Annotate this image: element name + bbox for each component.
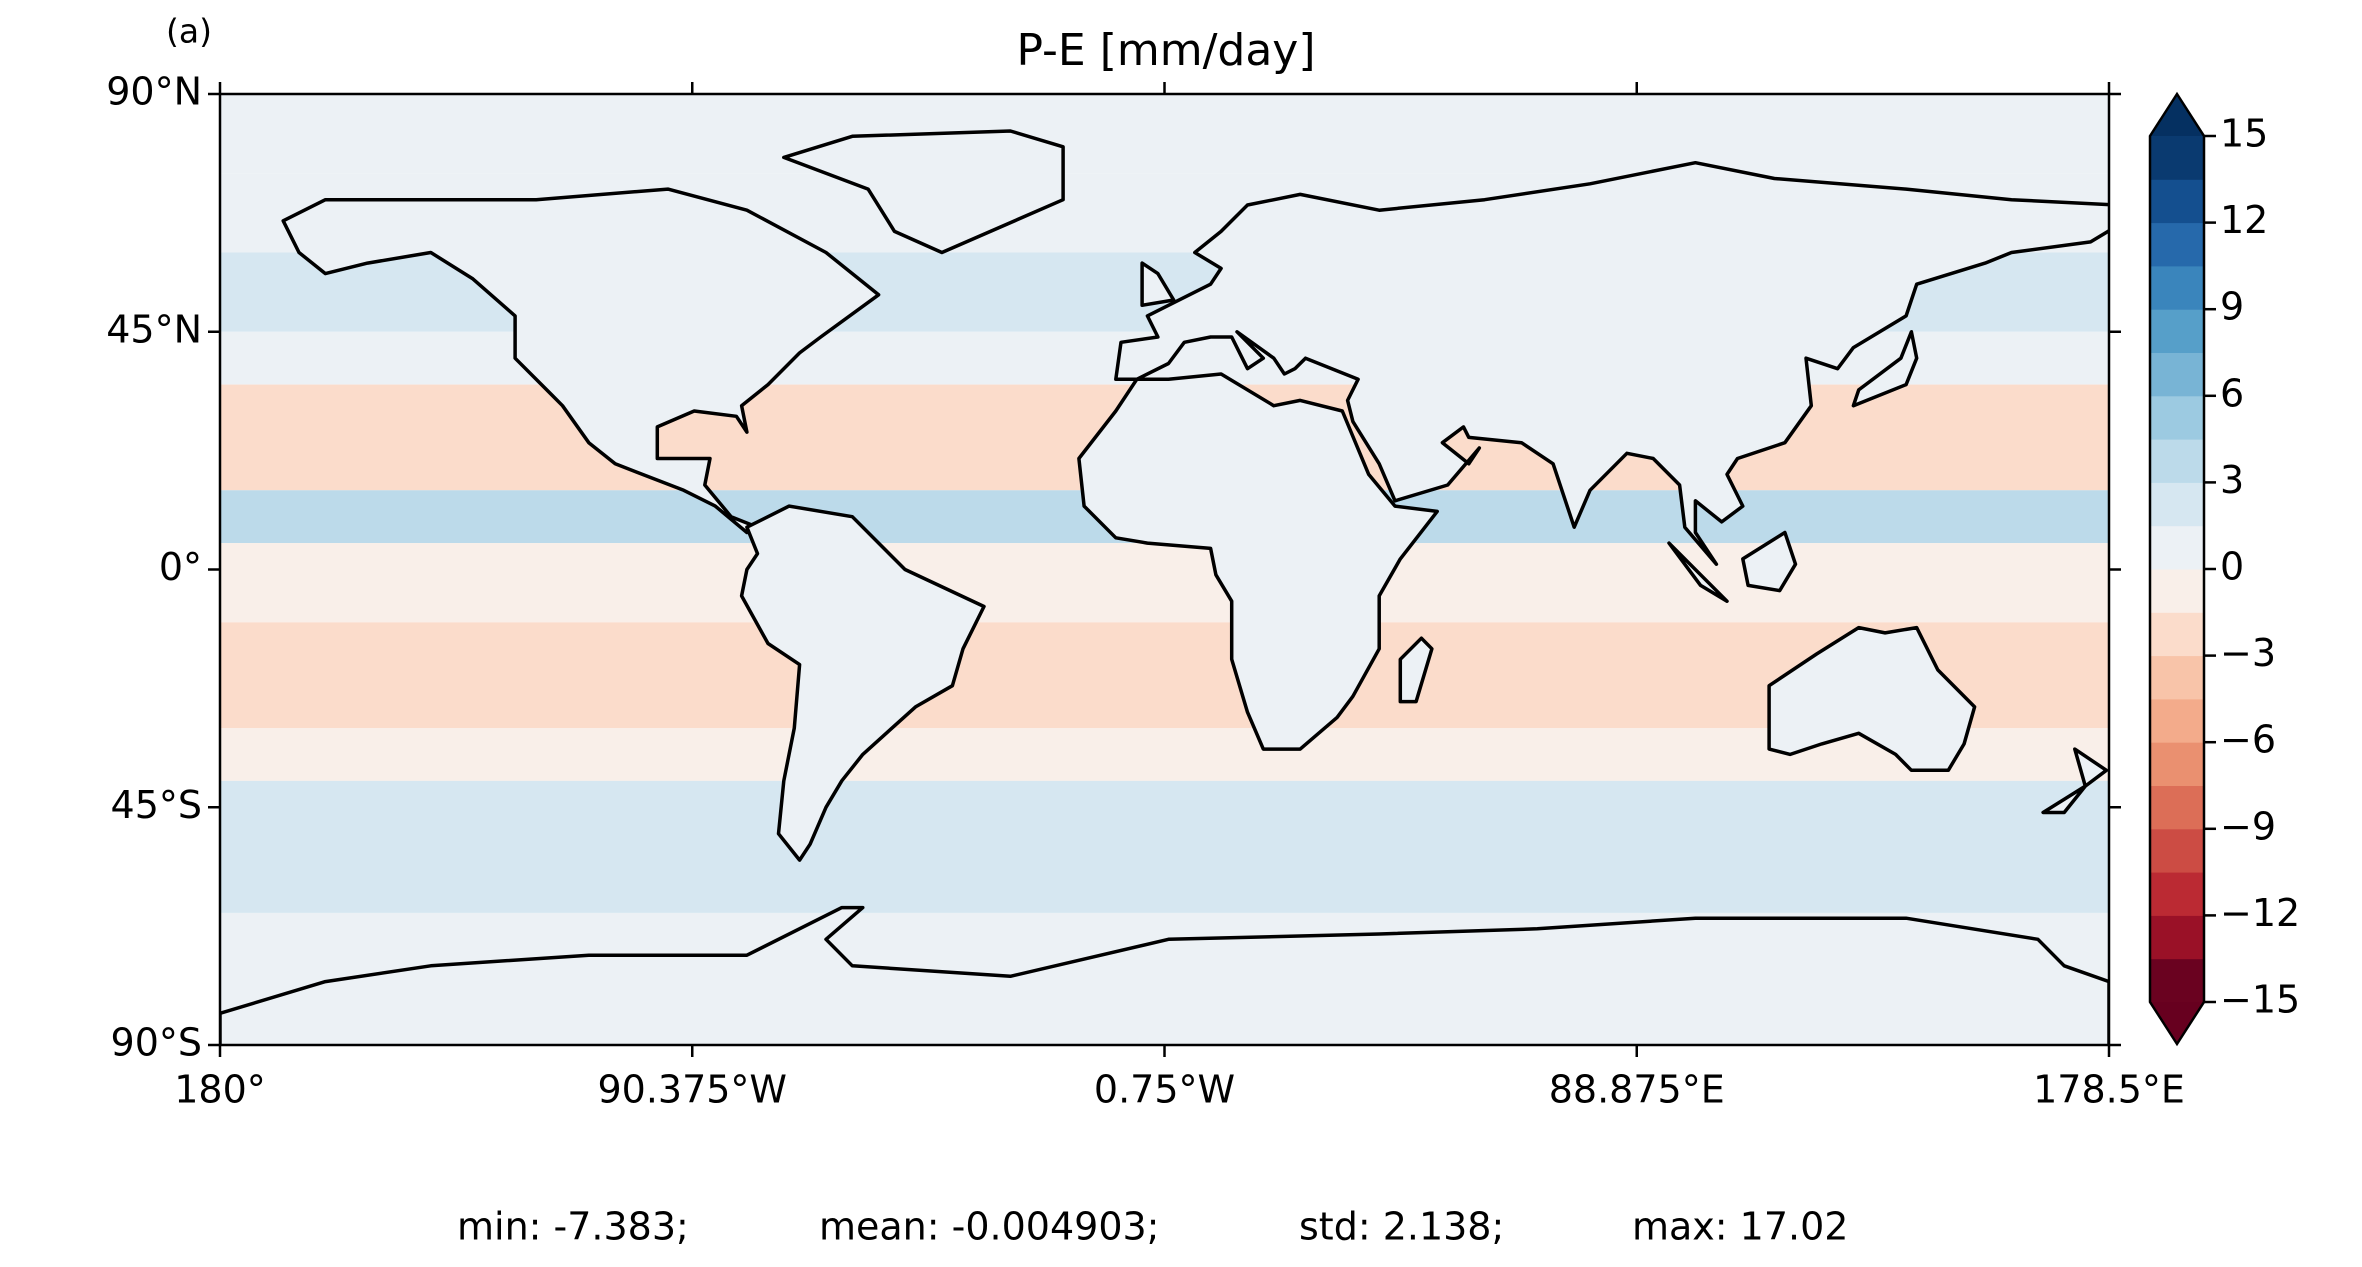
x-tick-label: 180°	[174, 1068, 266, 1112]
colorbar-band	[2150, 439, 2204, 483]
colorbar-tick-label: −12	[2220, 891, 2300, 935]
y-tick-label: 0°	[159, 545, 202, 589]
coastline	[1398, 636, 1434, 704]
colorbar-band	[2150, 828, 2204, 873]
colorbar-band	[2150, 742, 2204, 786]
colorbar-tick-label: 9	[2220, 285, 2244, 329]
colorbar-band	[2150, 309, 2204, 353]
coastline	[739, 504, 986, 862]
field-band	[220, 543, 2109, 570]
colorbar-tick-label: −9	[2220, 804, 2276, 848]
y-tick-label: 45°S	[111, 783, 202, 827]
field-band	[220, 780, 2109, 913]
coastline	[1741, 530, 1798, 593]
coastline	[281, 187, 881, 535]
colorbar-band	[2150, 698, 2204, 743]
panel-label: (a)	[166, 12, 212, 51]
coastline	[1851, 330, 1919, 408]
colorbar-under	[2150, 1002, 2204, 1044]
colorbar-band	[2150, 525, 2204, 570]
y-tick-label: 45°N	[106, 307, 202, 351]
colorbar-band	[2150, 482, 2204, 527]
x-tick-label: 178.5°E	[2033, 1068, 2185, 1112]
stat-max: max: 17.02	[1632, 1205, 1848, 1249]
colorbar-band	[2150, 222, 2204, 267]
colorbar-tick-label: −3	[2220, 631, 2276, 675]
colorbar-band	[2150, 265, 2204, 310]
colorbar-band	[2150, 395, 2204, 440]
y-tick-label: 90°N	[106, 70, 202, 114]
colorbar-tick-label: 12	[2220, 198, 2268, 242]
x-tick-label: 90.375°W	[597, 1068, 787, 1112]
colorbar-tick-label: −15	[2220, 978, 2300, 1022]
stat-min: min: -7.383;	[457, 1205, 689, 1249]
colorbar-band	[2150, 958, 2204, 1003]
coastline	[1767, 625, 1977, 773]
stat-std: std: 2.138;	[1299, 1205, 1504, 1249]
coastline	[1114, 160, 2109, 566]
map-area	[220, 94, 2109, 1045]
colorbar-over	[2150, 94, 2204, 136]
colorbar-tick-label: −6	[2220, 718, 2276, 762]
colorbar-tick-label: 3	[2220, 458, 2244, 502]
colorbar-band	[2150, 612, 2204, 657]
x-tick-label: 0.75°W	[1094, 1068, 1235, 1112]
colorbar-tick-label: 0	[2220, 545, 2244, 589]
coastline	[1077, 372, 1439, 751]
coastline	[782, 129, 1065, 255]
stat-mean: mean: -0.004903;	[819, 1205, 1159, 1249]
colorbar-band	[2150, 569, 2204, 613]
chart-title: P-E [mm/day]	[1016, 25, 1315, 76]
coastline	[2041, 747, 2109, 815]
field-band	[220, 94, 2109, 174]
coastline	[220, 905, 2109, 1045]
field-band	[220, 569, 2109, 623]
coastline	[1667, 541, 1729, 603]
colorbar-tick-label: 15	[2220, 112, 2268, 156]
y-tick-label: 90°S	[111, 1021, 202, 1065]
coastline	[1140, 261, 1176, 308]
colorbar-tick-label: 6	[2220, 371, 2244, 415]
colorbar-band	[2150, 915, 2204, 960]
colorbar-band	[2150, 872, 2204, 916]
x-tick-label: 88.875°E	[1549, 1068, 1725, 1112]
colorbar-band	[2150, 655, 2204, 700]
colorbar-band	[2150, 136, 2204, 180]
colorbar-band	[2150, 179, 2204, 224]
colorbar-band	[2150, 352, 2204, 397]
colorbar-band	[2150, 785, 2204, 830]
